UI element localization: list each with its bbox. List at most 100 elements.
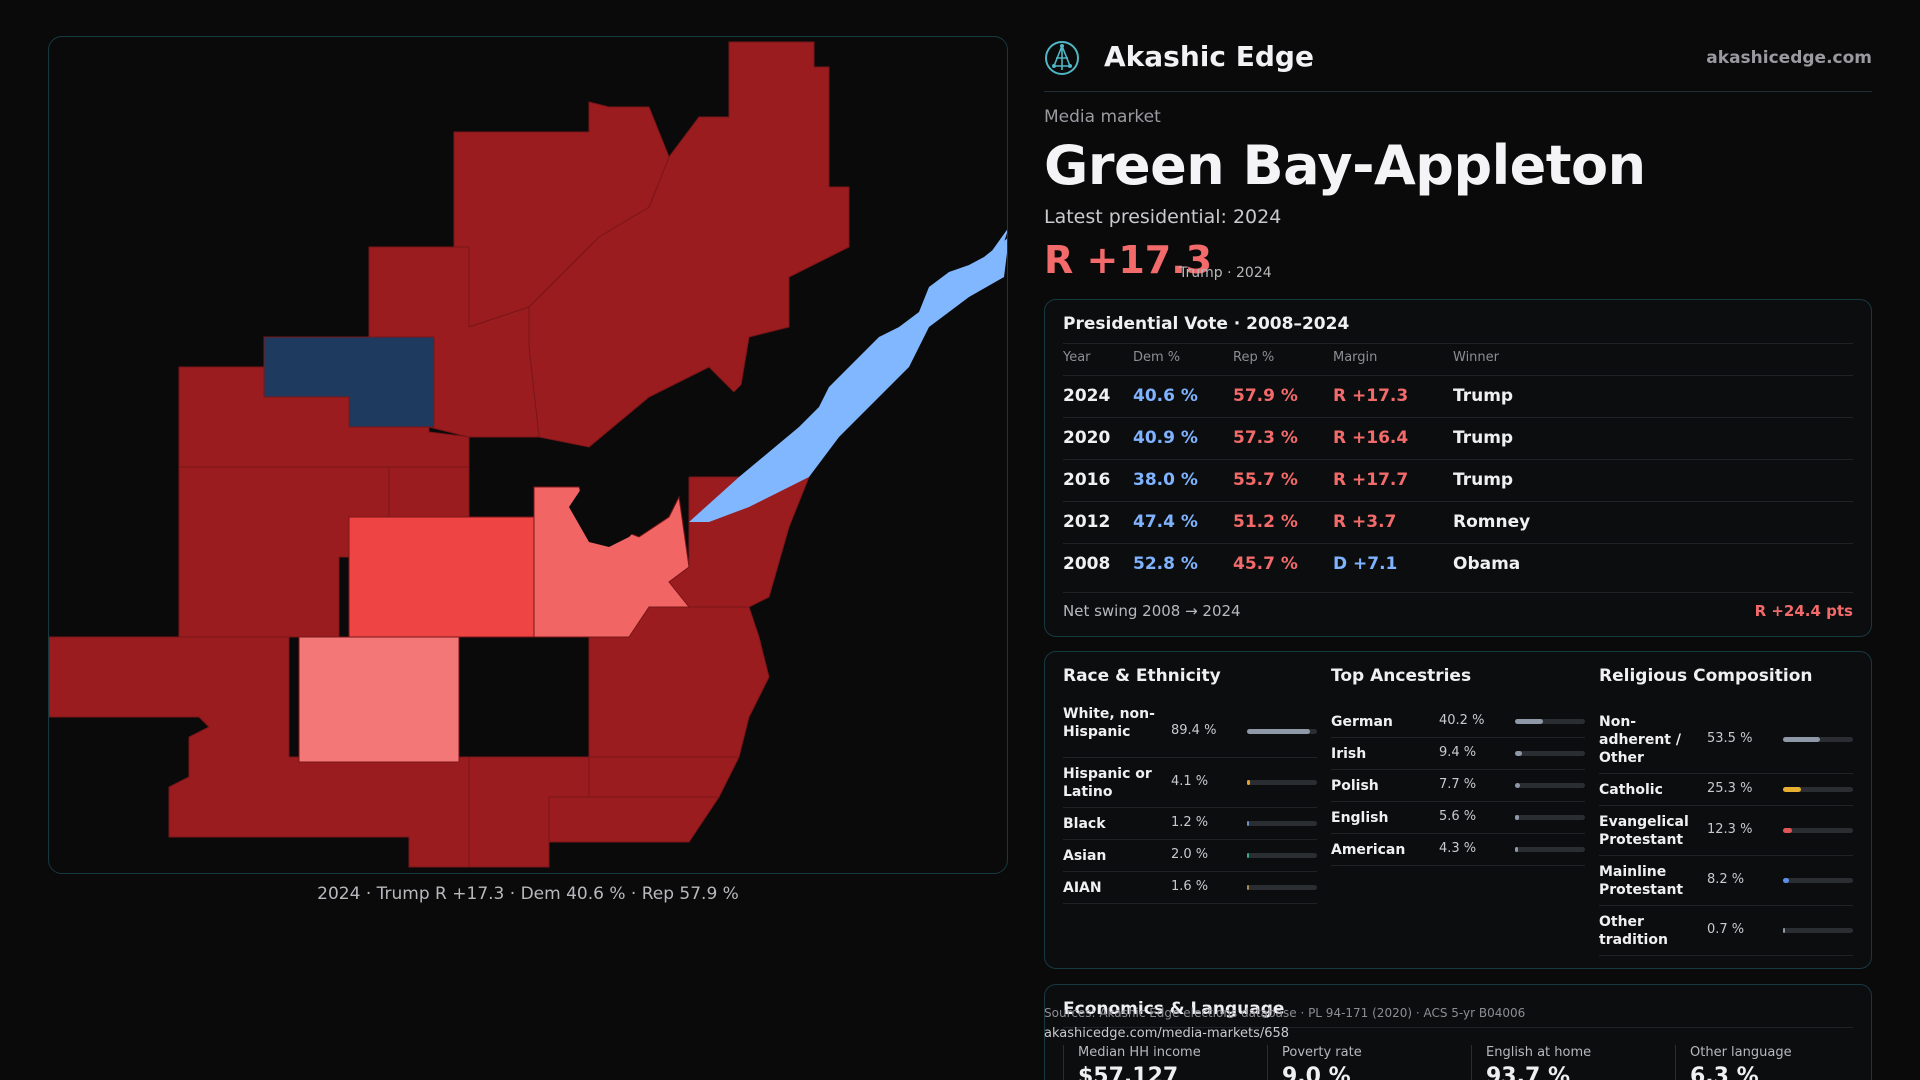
ancestry-bar <box>1515 783 1585 788</box>
economics-stat: Median HH income $57,127 <box>1063 1045 1253 1080</box>
religion-bar-fill <box>1783 878 1789 883</box>
religion-bar <box>1783 878 1853 883</box>
county-shape[interactable] <box>548 796 720 843</box>
column-header-year: Year <box>1063 350 1091 365</box>
net-swing-label: Net swing 2008 → 2024 <box>1063 602 1241 620</box>
county-map-panel[interactable] <box>48 36 1008 874</box>
race-title: Race & Ethnicity <box>1063 666 1221 686</box>
year-cell: 2024 <box>1063 386 1111 406</box>
county-shape[interactable] <box>588 756 740 798</box>
county-shape[interactable] <box>263 336 435 428</box>
race-bar <box>1247 729 1317 734</box>
rep-pct-cell: 57.3 % <box>1233 428 1298 448</box>
column-header-winner: Winner <box>1453 350 1500 365</box>
race-row: Asian 2.0 % <box>1063 840 1317 872</box>
latest-margin: R +17.3 <box>1044 238 1213 282</box>
race-value: 2.0 % <box>1171 847 1209 862</box>
ancestry-label: German <box>1331 714 1393 730</box>
race-value: 4.1 % <box>1171 774 1209 789</box>
race-bar-fill <box>1247 780 1250 785</box>
map-caption: 2024 · Trump R +17.3 · Dem 40.6 % · Rep … <box>317 884 739 904</box>
race-bar-fill <box>1247 885 1249 890</box>
dem-pct-cell: 40.9 % <box>1133 428 1198 448</box>
economics-stat-label: Poverty rate <box>1282 1045 1362 1060</box>
latest-presidential-label: Latest presidential: 2024 <box>1044 206 1282 228</box>
rep-pct-cell: 57.9 % <box>1233 386 1298 406</box>
religion-value: 0.7 % <box>1707 922 1745 937</box>
margin-cell: R +16.4 <box>1333 428 1409 448</box>
ancestry-value: 7.7 % <box>1439 777 1477 792</box>
religion-bar-fill <box>1783 828 1792 833</box>
economics-stat-label: Median HH income <box>1078 1045 1201 1060</box>
margin-cell: R +17.3 <box>1333 386 1409 406</box>
winner-cell: Trump <box>1453 470 1514 490</box>
winner-cell: Obama <box>1453 554 1521 574</box>
table-row: 2012 47.4 % 51.2 % R +3.7 Romney <box>1063 501 1853 543</box>
ancestry-row: American 4.3 % <box>1331 834 1585 866</box>
county-shape[interactable] <box>689 237 1008 522</box>
table-row: 2020 40.9 % 57.3 % R +16.4 Trump <box>1063 417 1853 459</box>
year-cell: 2016 <box>1063 470 1111 490</box>
source-url-link[interactable]: akashicedge.com/media-markets/658 <box>1044 1026 1290 1041</box>
race-bar <box>1247 885 1317 890</box>
race-ethnicity-section: Race & Ethnicity White, non-Hispanic 89.4… <box>1063 652 1317 970</box>
net-swing-value: R +24.4 pts <box>1754 602 1853 620</box>
economics-stat-value: 6.3 % <box>1690 1064 1759 1080</box>
table-row: 2008 52.8 % 45.7 % D +7.1 Obama <box>1063 543 1853 585</box>
religion-title: Religious Composition <box>1599 666 1813 686</box>
religion-row: Mainline Protestant 8.2 % <box>1599 856 1853 906</box>
economics-stat-label: English at home <box>1486 1045 1592 1060</box>
dem-pct-cell: 47.4 % <box>1133 512 1198 532</box>
ancestry-bar-fill <box>1515 847 1518 852</box>
race-bar <box>1247 780 1317 785</box>
religion-value: 8.2 % <box>1707 872 1745 887</box>
religion-bar <box>1783 737 1853 742</box>
ancestry-value: 4.3 % <box>1439 841 1477 856</box>
page-title: Green Bay-Appleton <box>1044 134 1646 197</box>
religion-bar-fill <box>1783 787 1801 792</box>
race-bar <box>1247 853 1317 858</box>
ancestry-bar <box>1515 751 1585 756</box>
demographics-card: Race & Ethnicity White, non-Hispanic 89.4… <box>1044 651 1872 969</box>
network-globe-icon[interactable] <box>1044 40 1080 76</box>
presidential-vote-card: Presidential Vote · 2008–2024 Year Dem %… <box>1044 299 1872 637</box>
county-map[interactable] <box>49 37 1008 874</box>
religion-row: Evangelical Protestant 12.3 % <box>1599 806 1853 856</box>
race-label: Asian <box>1063 848 1107 864</box>
economics-stat-label: Other language <box>1690 1045 1792 1060</box>
margin-cell: R +3.7 <box>1333 512 1397 532</box>
county-shape[interactable] <box>348 516 535 638</box>
dem-pct-cell: 40.6 % <box>1133 386 1198 406</box>
religion-row: Other tradition 0.7 % <box>1599 906 1853 956</box>
winner-cell: Romney <box>1453 512 1531 532</box>
county-shape[interactable] <box>949 227 1008 292</box>
ancestry-bar-fill <box>1515 783 1521 788</box>
religion-label: Evangelical Protestant <box>1599 814 1689 848</box>
religion-bar <box>1783 928 1853 933</box>
column-header-rep: Rep % <box>1233 350 1275 365</box>
sources-note: Sources: Akashic Edge elections database… <box>1044 1006 1526 1020</box>
race-label: AIAN <box>1063 880 1102 896</box>
ancestry-value: 9.4 % <box>1439 745 1477 760</box>
religion-label: Non-adherent / Other <box>1599 714 1681 766</box>
ancestry-bar-fill <box>1515 719 1544 724</box>
race-value: 1.2 % <box>1171 815 1209 830</box>
dem-pct-cell: 52.8 % <box>1133 554 1198 574</box>
brand-name[interactable]: Akashic Edge <box>1104 40 1314 73</box>
year-cell: 2020 <box>1063 428 1111 448</box>
margin-cell: R +17.7 <box>1333 470 1409 490</box>
race-row: White, non-Hispanic 89.4 % <box>1063 706 1317 758</box>
religion-value: 53.5 % <box>1707 731 1753 746</box>
ancestry-label: Irish <box>1331 746 1367 762</box>
ancestry-section: Top Ancestries German 40.2 % Irish 9.4 % Pol… <box>1331 652 1585 970</box>
county-shape[interactable] <box>298 636 460 763</box>
economics-stat-value: 93.7 % <box>1486 1064 1570 1080</box>
race-row: Black 1.2 % <box>1063 808 1317 840</box>
economics-stat: Other language 6.3 % <box>1675 1045 1865 1080</box>
market-kicker: Media market <box>1044 107 1161 127</box>
ancestry-label: American <box>1331 842 1406 858</box>
rep-pct-cell: 55.7 % <box>1233 470 1298 490</box>
religion-bar-fill <box>1783 737 1821 742</box>
brand-url-link[interactable]: akashicedge.com <box>1706 48 1872 68</box>
religion-row: Catholic 25.3 % <box>1599 774 1853 806</box>
